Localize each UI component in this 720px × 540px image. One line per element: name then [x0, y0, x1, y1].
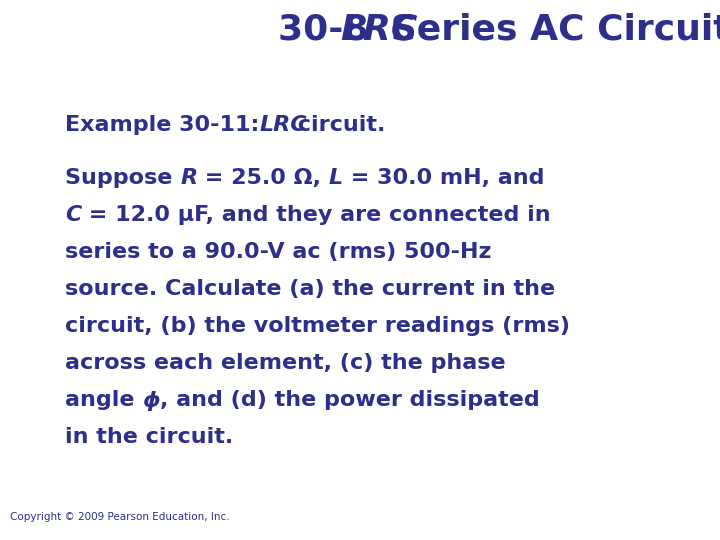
Text: = 12.0 μF, and they are connected in: = 12.0 μF, and they are connected in [81, 205, 551, 225]
Text: , and (d) the power dissipated: , and (d) the power dissipated [160, 390, 540, 410]
Text: 30-8: 30-8 [278, 12, 381, 46]
Text: source. Calculate (a) the current in the: source. Calculate (a) the current in the [65, 279, 555, 299]
Text: angle: angle [65, 390, 143, 410]
Text: LRC: LRC [260, 115, 307, 135]
Text: C: C [65, 205, 81, 225]
Text: Copyright © 2009 Pearson Education, Inc.: Copyright © 2009 Pearson Education, Inc. [10, 512, 230, 522]
Text: = 30.0 mH, and: = 30.0 mH, and [343, 168, 544, 188]
Text: R: R [180, 168, 197, 188]
Text: in the circuit.: in the circuit. [65, 427, 233, 447]
Text: L: L [329, 168, 343, 188]
Text: Example 30-11:: Example 30-11: [65, 115, 267, 135]
Text: Series AC Circuit: Series AC Circuit [378, 12, 720, 46]
Text: series to a 90.0-V ac (rms) 500-Hz: series to a 90.0-V ac (rms) 500-Hz [65, 242, 492, 262]
Text: across each element, (c) the phase: across each element, (c) the phase [65, 353, 505, 373]
Text: LRC: LRC [340, 12, 418, 46]
Text: circuit, (b) the voltmeter readings (rms): circuit, (b) the voltmeter readings (rms… [65, 316, 570, 336]
Text: ϕ: ϕ [143, 390, 160, 411]
Text: = 25.0 Ω,: = 25.0 Ω, [197, 168, 329, 188]
Text: Suppose: Suppose [65, 168, 180, 188]
Text: circuit.: circuit. [290, 115, 385, 135]
